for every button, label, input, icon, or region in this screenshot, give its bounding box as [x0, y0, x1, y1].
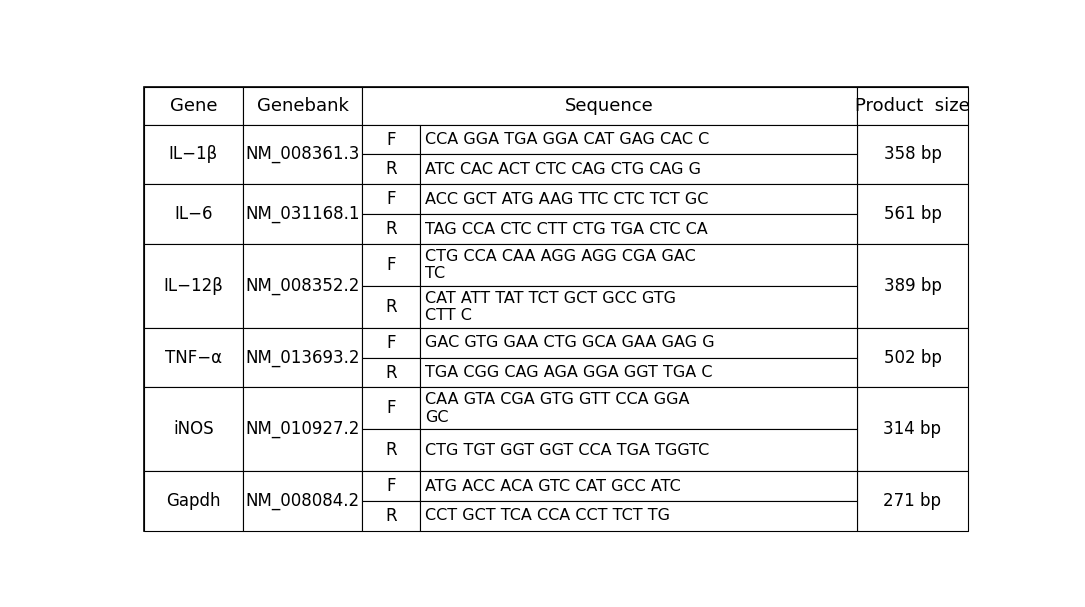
Text: R: R: [385, 441, 397, 459]
Bar: [420, 358, 857, 387]
Text: ATC CAC ACT CTC CAG CTG CAG G: ATC CAC ACT CTC CAG CTG CAG G: [425, 162, 701, 177]
Bar: [857, 87, 968, 124]
Bar: [362, 328, 420, 358]
Bar: [420, 124, 857, 154]
Text: CAT ATT TAT TCT GCT GCC GTG
CTT C: CAT ATT TAT TCT GCT GCC GTG CTT C: [425, 291, 676, 323]
Text: IL−12β: IL−12β: [164, 277, 224, 295]
Text: IL−1β: IL−1β: [169, 146, 218, 163]
Text: F: F: [386, 190, 396, 208]
Text: F: F: [386, 256, 396, 274]
Bar: [857, 244, 968, 328]
Bar: [243, 244, 362, 328]
Bar: [857, 328, 968, 387]
Text: Gene: Gene: [169, 97, 217, 115]
Bar: [362, 185, 420, 214]
Bar: [420, 471, 857, 501]
Bar: [420, 328, 857, 358]
Bar: [362, 244, 420, 286]
Text: R: R: [385, 298, 397, 316]
Bar: [857, 185, 968, 244]
Bar: [362, 501, 420, 531]
Text: 502 bp: 502 bp: [883, 348, 942, 367]
Bar: [857, 387, 968, 471]
Text: F: F: [386, 477, 396, 495]
Bar: [420, 387, 857, 429]
Text: 358 bp: 358 bp: [883, 146, 942, 163]
Text: 389 bp: 389 bp: [883, 277, 942, 295]
Text: Sequence: Sequence: [565, 97, 654, 115]
Text: Gapdh: Gapdh: [166, 492, 220, 510]
Text: R: R: [385, 160, 397, 178]
Bar: [362, 214, 420, 244]
Bar: [362, 124, 420, 154]
Bar: [420, 501, 857, 531]
Text: 271 bp: 271 bp: [883, 492, 942, 510]
Text: ATG ACC ACA GTC CAT GCC ATC: ATG ACC ACA GTC CAT GCC ATC: [425, 478, 681, 493]
Text: NM_008084.2: NM_008084.2: [245, 492, 360, 510]
Text: F: F: [386, 131, 396, 149]
Text: NM_008361.3: NM_008361.3: [245, 146, 360, 163]
Bar: [362, 87, 857, 124]
Bar: [243, 87, 362, 124]
Text: NM_010927.2: NM_010927.2: [245, 420, 360, 438]
Text: TGA CGG CAG AGA GGA GGT TGA C: TGA CGG CAG AGA GGA GGT TGA C: [425, 365, 713, 380]
Bar: [857, 124, 968, 185]
Text: F: F: [386, 334, 396, 351]
Bar: [420, 154, 857, 185]
Bar: [362, 154, 420, 185]
Text: CCA GGA TGA GGA CAT GAG CAC C: CCA GGA TGA GGA CAT GAG CAC C: [425, 132, 710, 147]
Text: CTG CCA CAA AGG AGG CGA GAC
TC: CTG CCA CAA AGG AGG CGA GAC TC: [425, 249, 695, 281]
Bar: [144, 185, 243, 244]
Text: iNOS: iNOS: [174, 420, 214, 438]
Text: IL−6: IL−6: [175, 205, 213, 223]
Text: CTG TGT GGT GGT CCA TGA TGGTC: CTG TGT GGT GGT CCA TGA TGGTC: [425, 443, 710, 458]
Text: NM_008352.2: NM_008352.2: [245, 277, 360, 295]
Bar: [144, 244, 243, 328]
Text: F: F: [386, 399, 396, 418]
Text: Product  size: Product size: [855, 97, 970, 115]
Bar: [144, 387, 243, 471]
Text: Genebank: Genebank: [257, 97, 348, 115]
Text: ACC GCT ATG AAG TTC CTC TCT GC: ACC GCT ATG AAG TTC CTC TCT GC: [425, 192, 709, 207]
Text: NM_013693.2: NM_013693.2: [245, 348, 360, 367]
Bar: [144, 328, 243, 387]
Text: TNF−α: TNF−α: [165, 348, 222, 367]
Bar: [144, 471, 243, 531]
Bar: [420, 286, 857, 328]
Text: R: R: [385, 507, 397, 525]
Bar: [362, 429, 420, 471]
Bar: [420, 185, 857, 214]
Text: CCT GCT TCA CCA CCT TCT TG: CCT GCT TCA CCA CCT TCT TG: [425, 509, 671, 523]
Bar: [243, 328, 362, 387]
Text: NM_031168.1: NM_031168.1: [245, 205, 360, 223]
Text: TAG CCA CTC CTT CTG TGA CTC CA: TAG CCA CTC CTT CTG TGA CTC CA: [425, 222, 707, 237]
Text: 561 bp: 561 bp: [883, 205, 942, 223]
Bar: [362, 387, 420, 429]
Bar: [144, 87, 243, 124]
Bar: [362, 471, 420, 501]
Bar: [243, 185, 362, 244]
Text: R: R: [385, 364, 397, 382]
Bar: [420, 244, 857, 286]
Bar: [420, 214, 857, 244]
Bar: [243, 471, 362, 531]
Text: R: R: [385, 220, 397, 238]
Bar: [420, 429, 857, 471]
Bar: [857, 471, 968, 531]
Text: CAA GTA CGA GTG GTT CCA GGA
GC: CAA GTA CGA GTG GTT CCA GGA GC: [425, 392, 690, 425]
Bar: [243, 124, 362, 185]
Text: GAC GTG GAA CTG GCA GAA GAG G: GAC GTG GAA CTG GCA GAA GAG G: [425, 335, 715, 350]
Bar: [362, 358, 420, 387]
Bar: [362, 286, 420, 328]
Bar: [144, 124, 243, 185]
Text: 314 bp: 314 bp: [883, 420, 942, 438]
Bar: [243, 387, 362, 471]
